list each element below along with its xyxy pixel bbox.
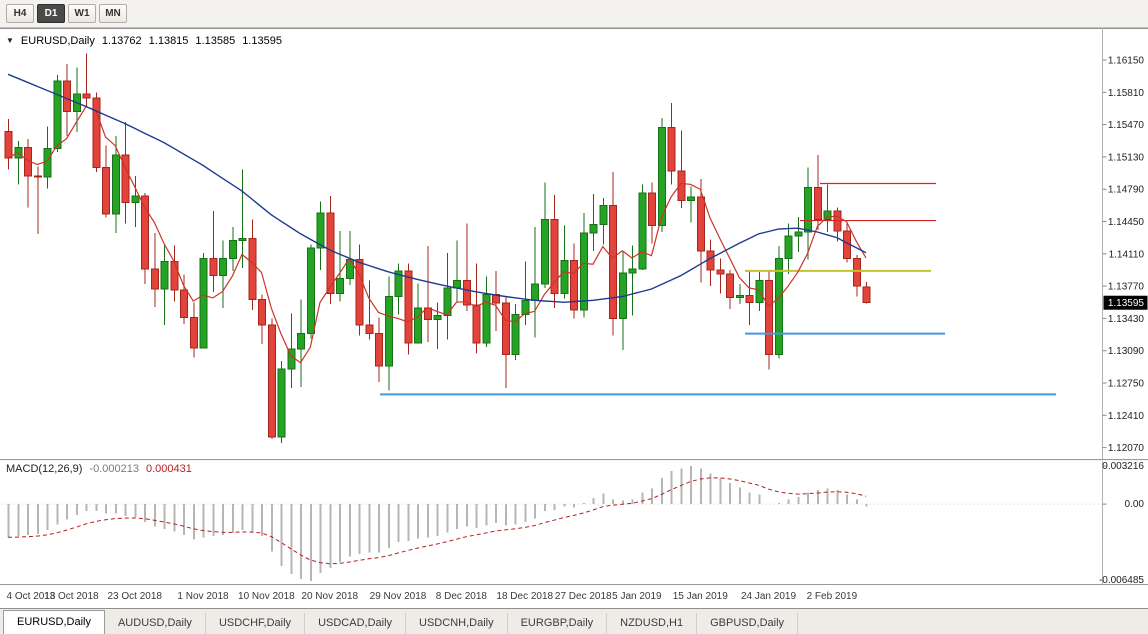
svg-text:1.14110: 1.14110: [1109, 249, 1145, 260]
macd-signal-value: 0.000431: [145, 463, 192, 475]
svg-text:1.15130: 1.15130: [1108, 152, 1145, 163]
svg-text:29 Nov 2018: 29 Nov 2018: [370, 591, 427, 602]
svg-text:1.14450: 1.14450: [1108, 217, 1145, 228]
open-value: 1.13762: [101, 35, 142, 47]
svg-text:5 Jan 2019: 5 Jan 2019: [612, 591, 662, 602]
close-value: 1.13595: [242, 35, 282, 47]
svg-text:10 Nov 2018: 10 Nov 2018: [238, 591, 295, 602]
chart-window: 1.16150 1.15810 1.15470 1.15130 1.14790 1.144…: [0, 28, 1148, 608]
timeframe-toolbar: H4 D1 W1 MN: [0, 0, 1148, 28]
timeframe-button-d1[interactable]: D1: [37, 4, 65, 23]
svg-text:1.12070: 1.12070: [1108, 443, 1145, 454]
svg-text:1.13770: 1.13770: [1108, 282, 1145, 293]
svg-text:1.15470: 1.15470: [1108, 120, 1145, 131]
svg-text:1.16150: 1.16150: [1108, 56, 1145, 67]
chart-tab-eurgbp-daily[interactable]: EURGBP,Daily: [508, 613, 608, 634]
svg-text:1.13595: 1.13595: [1108, 298, 1145, 309]
macd-signal-line: [7, 477, 867, 565]
candlesticks: [4, 53, 871, 443]
svg-text:1.14790: 1.14790: [1108, 185, 1145, 196]
svg-text:27 Dec 2018: 27 Dec 2018: [555, 591, 612, 602]
ma-fast-line: [7, 105, 867, 364]
symbol-label: EURUSD,Daily: [20, 35, 95, 47]
quote-header: ▼ EURUSD,Daily 1.13762 1.13815 1.13585 1…: [6, 35, 282, 47]
price-axis: 1.16150 1.15810 1.15470 1.15130 1.14790 1.144…: [1102, 56, 1145, 454]
svg-text:24 Jan 2019: 24 Jan 2019: [741, 591, 796, 602]
high-value: 1.13815: [148, 35, 189, 47]
svg-text:18 Dec 2018: 18 Dec 2018: [496, 591, 553, 602]
svg-text:1 Nov 2018: 1 Nov 2018: [177, 591, 229, 602]
macd-indicator-label: MACD(12,26,9) -0.000213 0.000431: [6, 463, 192, 475]
svg-text:20 Nov 2018: 20 Nov 2018: [301, 591, 358, 602]
chart-tab-audusd-daily[interactable]: AUDUSD,Daily: [105, 613, 206, 634]
macd-title: MACD(12,26,9): [6, 463, 83, 475]
svg-text:-0.006485: -0.006485: [1099, 575, 1144, 586]
chart-tab-nzdusd-h1[interactable]: NZDUSD,H1: [607, 613, 698, 634]
svg-text:8 Dec 2018: 8 Dec 2018: [436, 591, 488, 602]
chart-tab-usdcnh-daily[interactable]: USDCNH,Daily: [406, 613, 508, 634]
svg-text:1.13430: 1.13430: [1108, 314, 1145, 325]
svg-text:0.003216: 0.003216: [1102, 461, 1144, 472]
ma-slow-line: [7, 73, 867, 304]
svg-text:15 Jan 2019: 15 Jan 2019: [673, 591, 728, 602]
svg-text:2 Feb 2019: 2 Feb 2019: [807, 591, 858, 602]
timeframe-button-h4[interactable]: H4: [6, 4, 34, 23]
macd-main-value: -0.000213: [89, 463, 139, 475]
macd-histogram: [7, 466, 868, 581]
timeframe-buttons: H4 D1 W1 MN: [6, 4, 127, 23]
collapse-icon[interactable]: ▼: [6, 36, 14, 45]
chart-tab-eurusd-daily[interactable]: EURUSD,Daily: [3, 610, 105, 634]
svg-text:1.13090: 1.13090: [1108, 346, 1145, 357]
chart-canvas[interactable]: 1.16150 1.15810 1.15470 1.15130 1.14790 1.144…: [0, 28, 1148, 608]
chart-tab-usdchf-daily[interactable]: USDCHF,Daily: [206, 613, 306, 634]
svg-text:23 Oct 2018: 23 Oct 2018: [108, 591, 163, 602]
chart-tab-bar: EURUSD,Daily AUDUSD,Daily USDCHF,Daily USDC…: [0, 608, 1148, 634]
svg-text:1.15810: 1.15810: [1108, 88, 1145, 99]
current-price-badge: 1.13595: [1103, 295, 1148, 310]
svg-text:1.12410: 1.12410: [1108, 411, 1145, 422]
low-value: 1.13585: [195, 35, 236, 47]
chart-tab-gbpusd-daily[interactable]: GBPUSD,Daily: [697, 613, 799, 634]
svg-text:13 Oct 2018: 13 Oct 2018: [44, 591, 99, 602]
svg-text:1.12750: 1.12750: [1108, 379, 1145, 390]
svg-text:4 Oct 2018: 4 Oct 2018: [7, 591, 56, 602]
macd-axis: 0.003216 0.00 -0.006485: [1099, 461, 1144, 586]
chart-tab-usdcad-daily[interactable]: USDCAD,Daily: [305, 613, 407, 634]
timeframe-button-w1[interactable]: W1: [68, 4, 96, 23]
svg-text:0.00: 0.00: [1125, 499, 1145, 510]
timeframe-button-mn[interactable]: MN: [99, 4, 127, 23]
